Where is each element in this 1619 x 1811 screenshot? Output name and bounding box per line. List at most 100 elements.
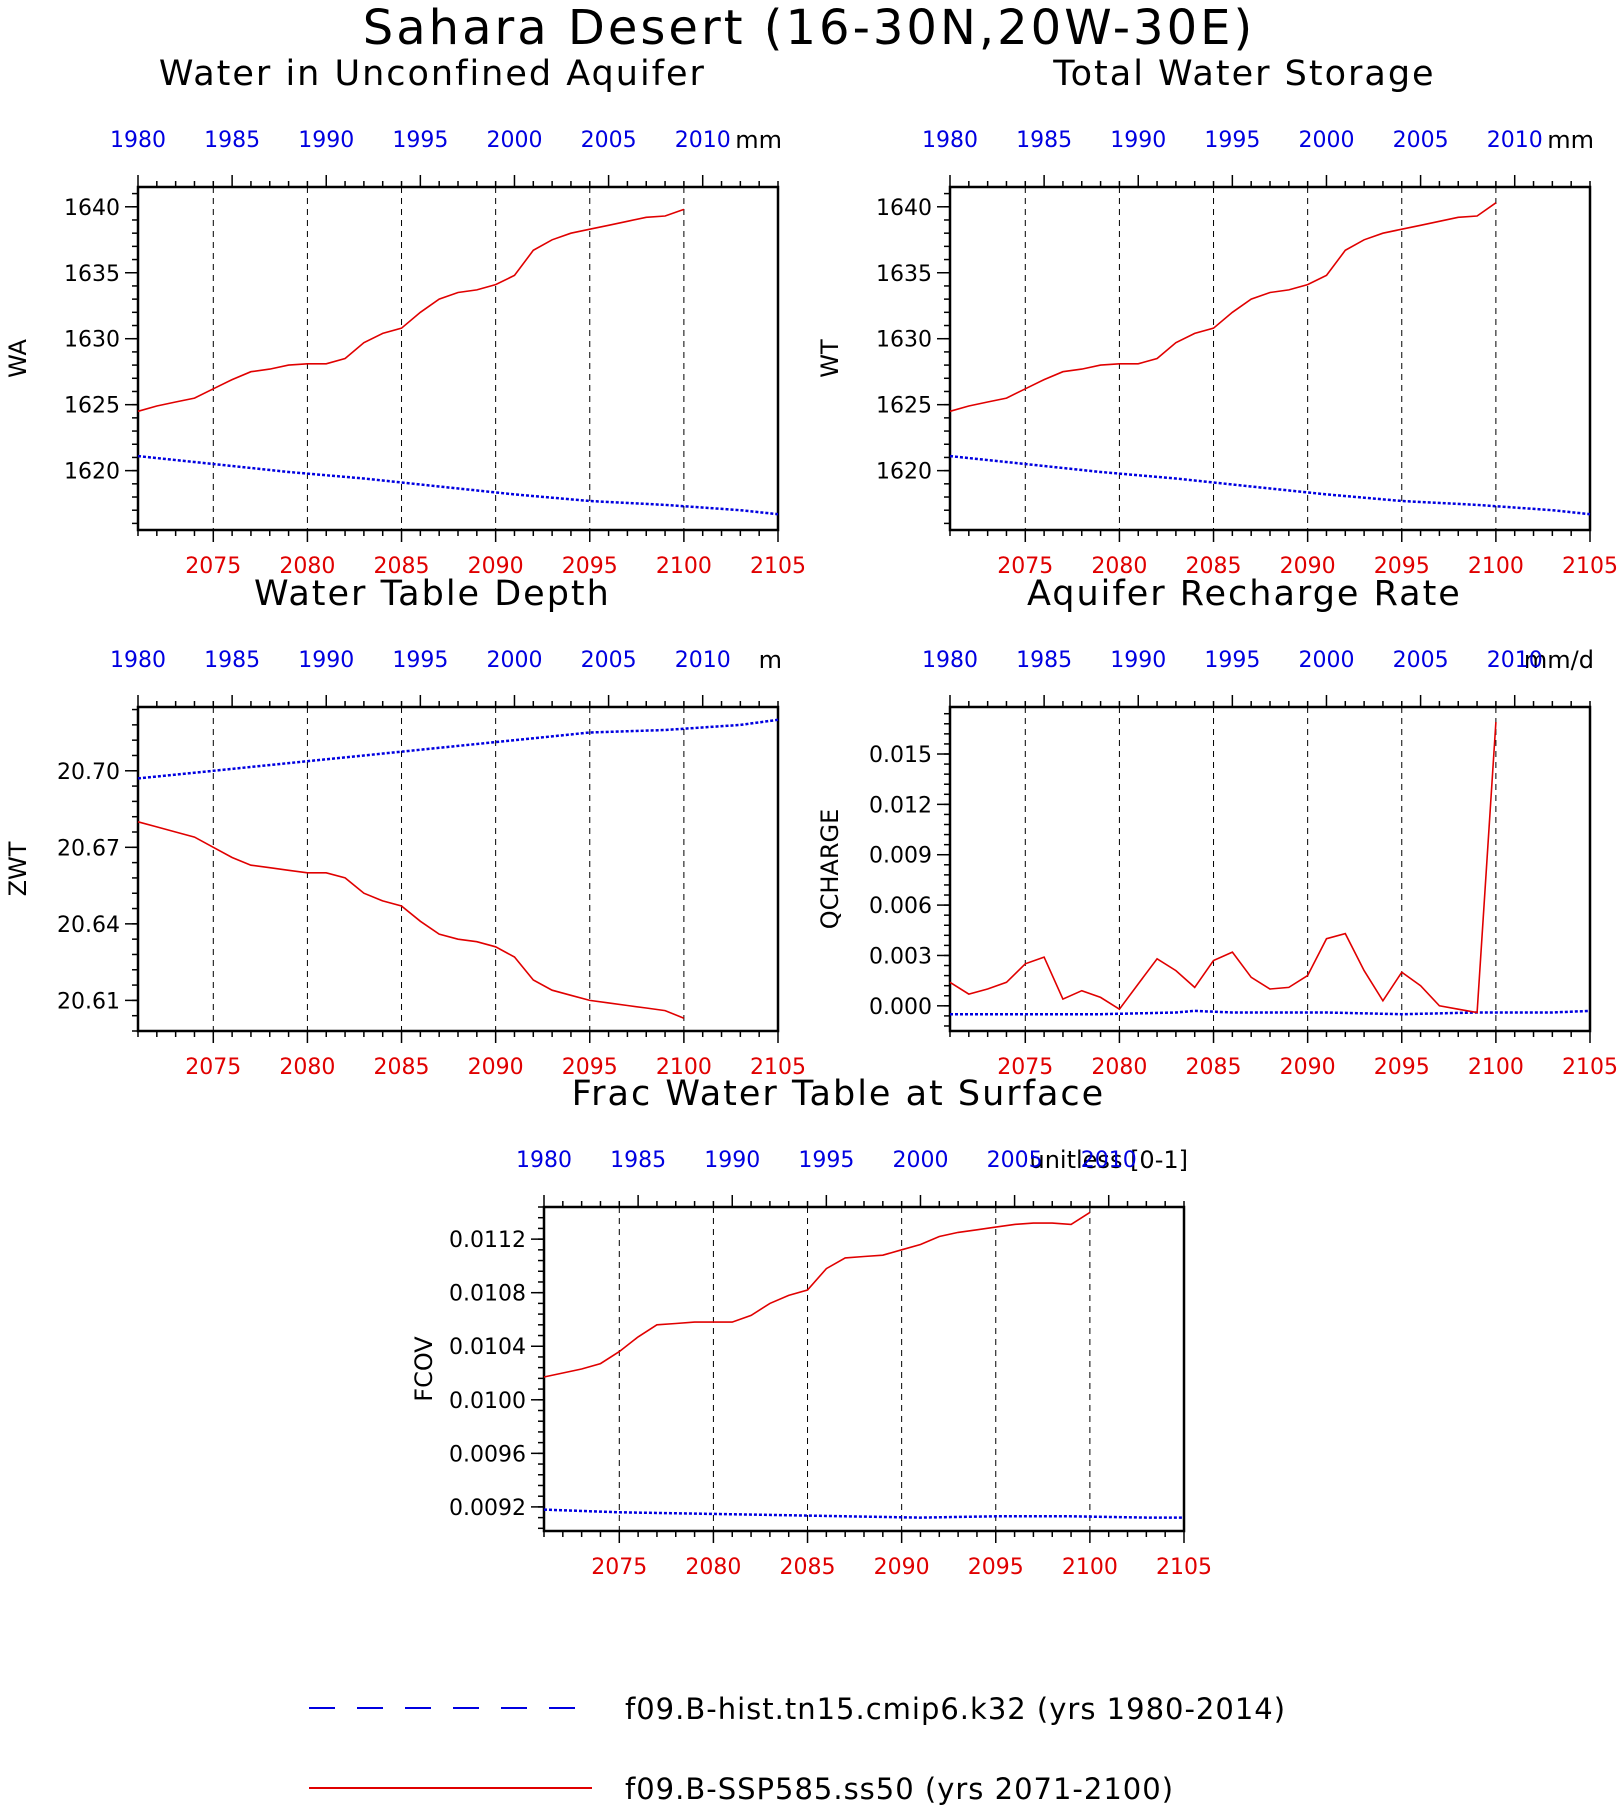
fcov-bottom-tick-label: 2090 bbox=[874, 1555, 930, 1580]
panel-wt: Total Water Storage mm WT 2075 2080 2085 2090 2… bbox=[816, 54, 1618, 579]
zwt-y-tick-label: 20.70 bbox=[57, 760, 120, 785]
wt-bottom-tick-label: 2095 bbox=[1374, 554, 1430, 579]
qcharge-y-tick-label: 0.003 bbox=[869, 944, 932, 969]
panel-qcharge: Aquifer Recharge Rate mm/d QCHARGE 2075 2080… bbox=[816, 574, 1618, 1080]
wt-bottom-tick-label: 2090 bbox=[1280, 554, 1336, 579]
zwt-bottom-tick-label: 2080 bbox=[279, 1055, 335, 1080]
fcov-y-tick-label: 0.0108 bbox=[449, 1282, 526, 1307]
qcharge-bottom-tick-label: 2085 bbox=[1186, 1055, 1242, 1080]
zwt-bottom-tick-label: 2090 bbox=[468, 1055, 524, 1080]
legend-hist-label: f09.B-hist.tn15.cmip6.k32 (yrs 1980-2014… bbox=[625, 1692, 1286, 1726]
wt-title: Total Water Storage bbox=[1052, 54, 1435, 94]
qcharge-bottom-tick-label: 2075 bbox=[997, 1055, 1053, 1080]
qcharge-y-tick-label: 0.012 bbox=[869, 793, 932, 818]
wt-bottom-tick-label: 2080 bbox=[1091, 554, 1147, 579]
fcov-top-tick-label: 2000 bbox=[892, 1148, 948, 1173]
panel-fcov: Frac Water Table at Surface unitless [0-1… bbox=[410, 1074, 1212, 1580]
wt-units: mm bbox=[1547, 126, 1594, 154]
zwt-top-tick-label: 1995 bbox=[392, 648, 448, 673]
wt-top-tick-label: 2005 bbox=[1393, 128, 1449, 153]
fcov-top-tick-label: 2005 bbox=[987, 1148, 1043, 1173]
zwt-units: m bbox=[759, 646, 782, 674]
fcov-title: Frac Water Table at Surface bbox=[572, 1074, 1106, 1114]
wa-top-tick-label: 1990 bbox=[298, 128, 354, 153]
wa-top-tick-label: 2000 bbox=[486, 128, 542, 153]
zwt-bottom-tick-label: 2085 bbox=[374, 1055, 430, 1080]
fcov-y-tick-label: 0.0092 bbox=[449, 1496, 526, 1521]
figure-title: Sahara Desert (16-30N,20W-30E) bbox=[363, 0, 1255, 56]
zwt-top-tick-label: 2010 bbox=[675, 648, 731, 673]
wa-top-tick-label: 2005 bbox=[581, 128, 637, 153]
qcharge-top-tick-label: 1995 bbox=[1204, 648, 1260, 673]
fcov-ssp-line bbox=[543, 1211, 1091, 1378]
panel-zwt: Water Table Depth m ZWT 2075 2080 2085 2090 209… bbox=[4, 574, 806, 1080]
wa-ylabel: WA bbox=[4, 339, 32, 378]
fcov-top-tick-label: 1995 bbox=[798, 1148, 854, 1173]
qcharge-top-tick-label: 1980 bbox=[922, 648, 978, 673]
fcov-y-tick-label: 0.0112 bbox=[449, 1228, 526, 1253]
fcov-y-tick-label: 0.0096 bbox=[449, 1442, 526, 1467]
wa-top-tick-label: 1995 bbox=[392, 128, 448, 153]
wa-top-tick-label: 2010 bbox=[675, 128, 731, 153]
wa-units: mm bbox=[735, 126, 782, 154]
qcharge-bottom-tick-label: 2095 bbox=[1374, 1055, 1430, 1080]
zwt-y-tick-label: 20.64 bbox=[57, 913, 120, 938]
fcov-hist-line bbox=[543, 1508, 1184, 1519]
wa-bottom-tick-label: 2105 bbox=[750, 554, 806, 579]
wt-top-tick-label: 2010 bbox=[1487, 128, 1543, 153]
wt-bottom-tick-label: 2075 bbox=[997, 554, 1053, 579]
fcov-bottom-tick-label: 2080 bbox=[685, 1555, 741, 1580]
wa-bottom-tick-label: 2100 bbox=[656, 554, 712, 579]
fcov-top-tick-label: 1990 bbox=[704, 1148, 760, 1173]
zwt-bottom-tick-label: 2105 bbox=[750, 1055, 806, 1080]
zwt-hist-line bbox=[137, 718, 779, 780]
wt-top-tick-label: 1985 bbox=[1016, 128, 1072, 153]
legend: f09.B-hist.tn15.cmip6.k32 (yrs 1980-2014… bbox=[309, 1692, 1286, 1806]
fcov-frame bbox=[542, 1205, 1186, 1533]
qcharge-units: mm/d bbox=[1524, 646, 1594, 674]
qcharge-y-tick-label: 0.000 bbox=[869, 995, 932, 1020]
wt-frame bbox=[948, 185, 1592, 532]
wt-top-tick-label: 2000 bbox=[1298, 128, 1354, 153]
wt-top-tick-label: 1980 bbox=[922, 128, 978, 153]
wa-hist-line bbox=[137, 454, 779, 516]
wt-y-tick-label: 1630 bbox=[876, 328, 932, 353]
zwt-bottom-tick-label: 2075 bbox=[185, 1055, 241, 1080]
qcharge-top-tick-label: 2010 bbox=[1487, 648, 1543, 673]
qcharge-y-tick-label: 0.009 bbox=[869, 844, 932, 869]
zwt-top-tick-label: 1990 bbox=[298, 648, 354, 673]
wt-bottom-tick-label: 2085 bbox=[1186, 554, 1242, 579]
wa-bottom-tick-label: 2080 bbox=[279, 554, 335, 579]
legend-ssp-label: f09.B-SSP585.ss50 (yrs 2071-2100) bbox=[625, 1772, 1174, 1806]
wa-y-tick-label: 1625 bbox=[64, 394, 120, 419]
qcharge-ylabel: QCHARGE bbox=[816, 809, 844, 930]
fcov-bottom-tick-label: 2105 bbox=[1156, 1555, 1212, 1580]
zwt-ylabel: ZWT bbox=[4, 841, 32, 896]
wa-title: Water in Unconfined Aquifer bbox=[159, 54, 706, 94]
fcov-y-tick-label: 0.0100 bbox=[449, 1389, 526, 1414]
fcov-top-tick-label: 2010 bbox=[1081, 1148, 1137, 1173]
fcov-bottom-tick-label: 2075 bbox=[591, 1555, 647, 1580]
qcharge-y-tick-label: 0.015 bbox=[869, 743, 932, 768]
wa-frame bbox=[136, 185, 780, 532]
qcharge-hist-line bbox=[950, 1009, 1591, 1016]
wa-top-tick-label: 1985 bbox=[204, 128, 260, 153]
fcov-y-tick-label: 0.0104 bbox=[449, 1335, 526, 1360]
zwt-top-tick-label: 2000 bbox=[486, 648, 542, 673]
wa-bottom-tick-label: 2075 bbox=[185, 554, 241, 579]
fcov-bottom-tick-label: 2095 bbox=[968, 1555, 1024, 1580]
wt-y-tick-label: 1625 bbox=[876, 394, 932, 419]
qcharge-bottom-tick-label: 2100 bbox=[1468, 1055, 1524, 1080]
fcov-ylabel: FCOV bbox=[410, 1336, 438, 1402]
zwt-bottom-tick-label: 2095 bbox=[562, 1055, 618, 1080]
wa-top-tick-label: 1980 bbox=[110, 128, 166, 153]
wa-bottom-tick-label: 2085 bbox=[374, 554, 430, 579]
zwt-y-tick-label: 20.67 bbox=[57, 836, 120, 861]
qcharge-top-tick-label: 1990 bbox=[1110, 648, 1166, 673]
fcov-top-tick-label: 1985 bbox=[610, 1148, 666, 1173]
qcharge-top-tick-label: 2005 bbox=[1393, 648, 1449, 673]
zwt-title: Water Table Depth bbox=[254, 574, 611, 614]
wt-top-tick-label: 1990 bbox=[1110, 128, 1166, 153]
wt-y-tick-label: 1620 bbox=[876, 460, 932, 485]
